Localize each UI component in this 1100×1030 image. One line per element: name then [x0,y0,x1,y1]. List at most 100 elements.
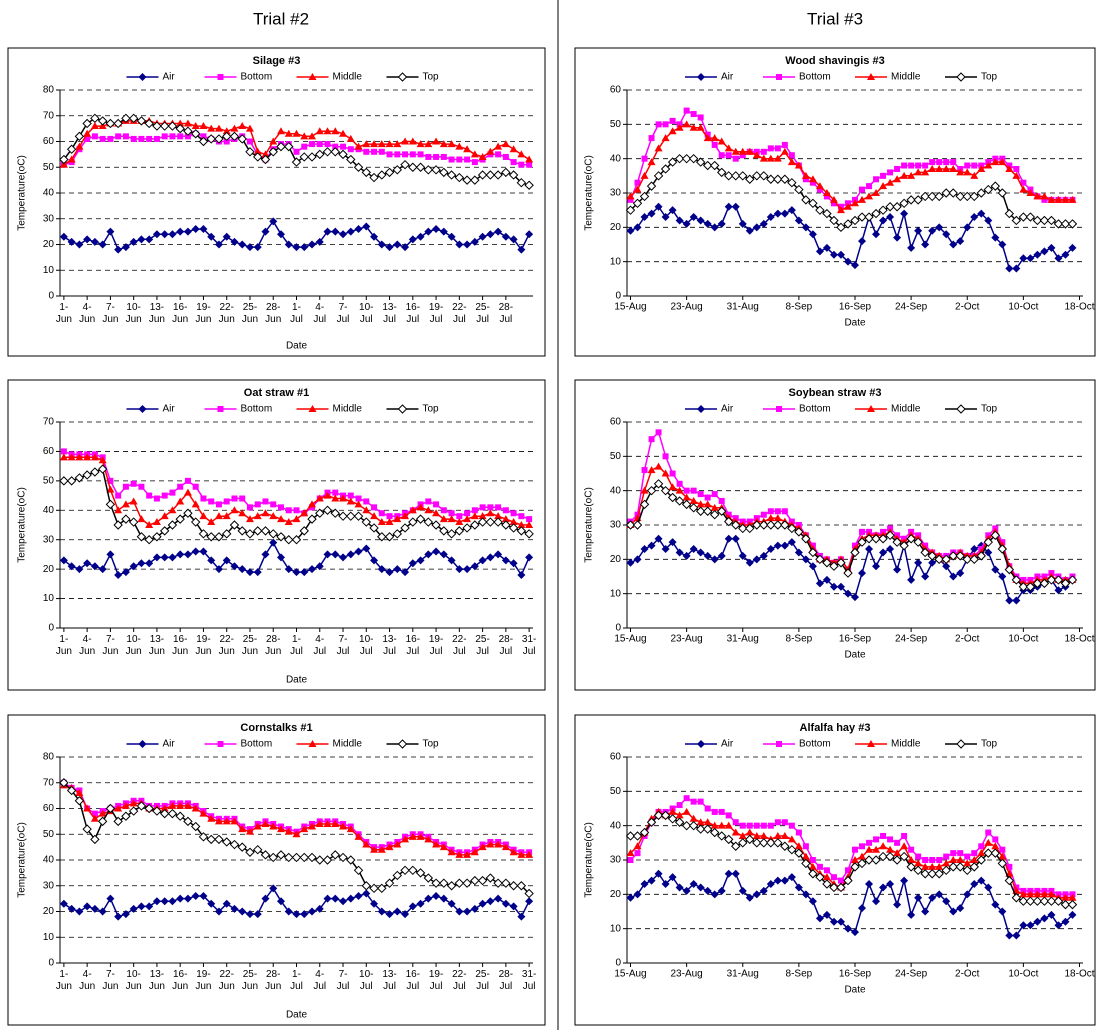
x-tick-label: 7-Jul [337,634,350,657]
marker [284,907,293,916]
marker [408,506,417,514]
marker [291,157,302,167]
marker [829,917,838,926]
marker [214,240,223,249]
marker [1012,596,1021,605]
marker [121,811,131,821]
marker [222,556,231,565]
marker [260,850,271,860]
marker [738,147,747,155]
marker [75,453,84,461]
marker [191,804,200,812]
marker [724,516,734,527]
marker [66,785,77,796]
marker [508,170,519,180]
marker [724,821,733,829]
marker [175,514,185,524]
marker [843,568,853,578]
marker [1054,195,1063,203]
marker [206,532,216,542]
marker [268,852,278,863]
marker [292,129,301,137]
marker [887,169,894,176]
marker [851,856,859,863]
marker [516,526,527,536]
marker [464,510,471,517]
marker [689,814,698,822]
marker [300,509,309,517]
legend-marker [776,74,782,80]
marker [900,842,909,850]
marker [292,568,301,577]
marker [106,550,115,559]
series-line [629,465,1073,585]
x-tick-label: 28-Jul [499,302,513,325]
marker [230,817,239,825]
marker [971,162,978,169]
marker [478,232,487,241]
marker [517,912,526,921]
marker [985,829,992,836]
marker [667,814,678,824]
marker [857,212,867,222]
y-tick-label: 10 [43,593,55,604]
marker [401,512,410,520]
marker [230,562,239,571]
marker [1005,164,1014,172]
legend-marker [867,740,875,747]
y-tick-label: 20 [610,554,622,565]
marker [710,890,719,899]
marker [843,924,852,933]
marker [424,894,433,903]
marker [1005,264,1014,273]
marker [114,245,123,254]
x-tick-label: 1-Jun [56,634,72,657]
marker [107,135,114,142]
y-tick-label: 60 [610,752,622,763]
marker [268,147,278,157]
marker [822,208,832,219]
marker [98,456,107,464]
marker [230,904,239,913]
marker [105,499,116,510]
x-tick-label: 16-Jun [172,302,188,325]
marker [928,893,937,902]
marker [681,499,692,510]
marker [416,832,425,840]
marker [857,537,867,547]
marker [767,145,774,152]
y-tick-label: 10 [610,588,622,599]
y-tick-label: 10 [610,256,622,267]
marker [928,164,937,172]
marker [478,843,487,851]
marker [639,499,650,510]
marker [464,156,471,163]
marker [516,881,527,891]
marker [774,145,781,152]
marker [941,554,951,565]
marker [851,928,859,937]
y-tick-label: 20 [43,239,55,250]
marker [246,504,253,511]
marker [431,165,441,175]
x-tick-label: 16-Sep [839,302,872,313]
marker [724,171,734,181]
marker [676,802,683,809]
marker [724,144,733,152]
marker [90,122,99,130]
marker [97,464,108,474]
y-tick-label: 20 [43,906,55,917]
marker [168,801,177,809]
marker [470,875,480,886]
marker [393,240,402,249]
marker [802,843,809,850]
marker [91,810,98,817]
marker [866,839,873,846]
marker [455,240,464,249]
marker [439,526,449,536]
marker [384,167,395,178]
marker [392,870,403,881]
marker [190,517,201,527]
marker [900,876,909,885]
marker [907,243,916,252]
